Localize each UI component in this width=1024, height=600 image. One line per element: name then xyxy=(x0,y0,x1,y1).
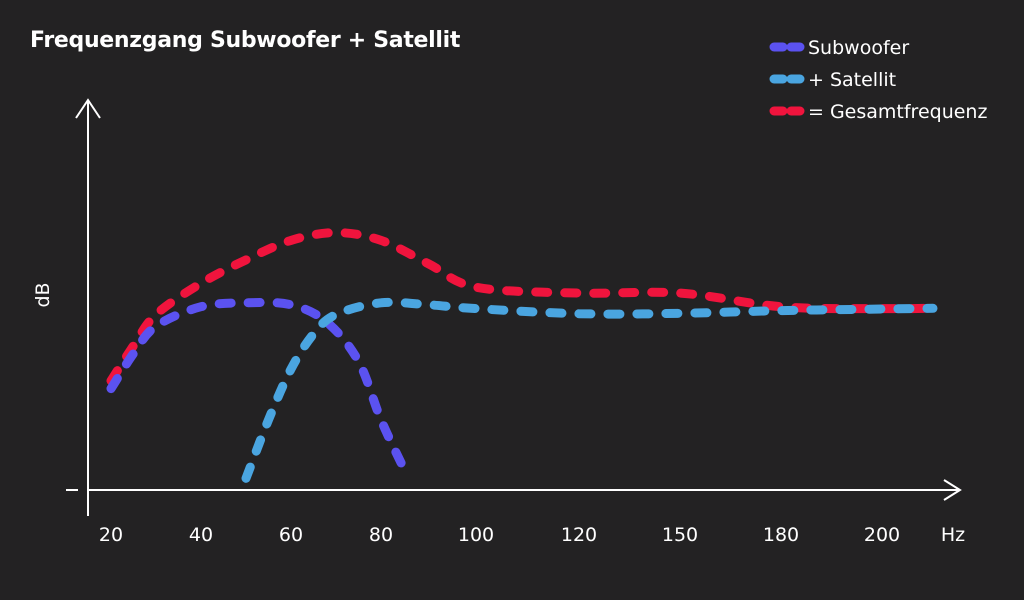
legend-item-subwoofer: Subwoofer xyxy=(769,37,909,59)
x-tick-label: 150 xyxy=(662,524,698,546)
legend-item-satellit: + Satellit xyxy=(769,69,896,91)
x-tick-label: 60 xyxy=(279,524,303,546)
x-tick-label: 80 xyxy=(369,524,393,546)
x-tick-label: 180 xyxy=(763,524,799,546)
legend-item-gesamtfrequenz: = Gesamtfrequenz xyxy=(769,101,987,123)
axes xyxy=(66,98,962,516)
x-axis-arrowhead xyxy=(943,479,962,501)
x-tick-label: 40 xyxy=(189,524,213,546)
y-axis-label: dB xyxy=(32,282,54,307)
y-axis-arrowhead xyxy=(75,98,101,119)
gesamtfrequenz-line xyxy=(106,228,938,386)
series-group xyxy=(106,228,938,483)
x-tick-label: 20 xyxy=(99,524,123,546)
x-axis-label: Hz xyxy=(941,524,965,546)
legend-label: = Gesamtfrequenz xyxy=(808,101,987,123)
x-tick-labels: 20 40 60 80 100 120 150 180 200 xyxy=(99,524,900,546)
chart-title: Frequenzgang Subwoofer + Satellit xyxy=(30,28,461,53)
legend-label: Subwoofer xyxy=(808,37,909,59)
x-tick-label: 120 xyxy=(561,524,597,546)
legend-label: + Satellit xyxy=(808,69,896,91)
x-tick-label: 100 xyxy=(458,524,494,546)
x-tick-label: 200 xyxy=(864,524,900,546)
legend: Subwoofer + Satellit = Gesamtfrequenz xyxy=(769,37,987,123)
satellit-line xyxy=(241,297,938,483)
subwoofer-line xyxy=(106,297,410,475)
